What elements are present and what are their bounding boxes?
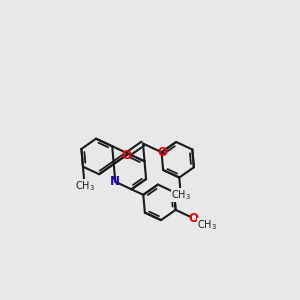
Text: O: O	[121, 149, 131, 162]
Text: O: O	[189, 212, 199, 225]
Text: CH$_3$: CH$_3$	[171, 188, 191, 202]
Text: CH$_3$: CH$_3$	[75, 179, 95, 193]
Text: O: O	[158, 146, 167, 159]
Text: N: N	[110, 175, 120, 188]
Text: CH$_3$: CH$_3$	[197, 218, 218, 232]
